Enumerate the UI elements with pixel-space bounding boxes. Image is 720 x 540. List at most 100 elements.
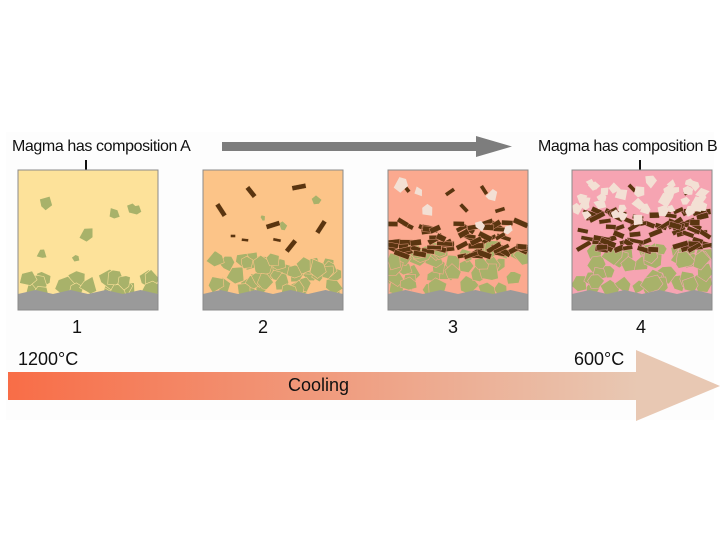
pyroxene-crystal: [393, 249, 411, 261]
pyroxene-crystal: [291, 182, 307, 192]
pyroxene-crystal: [612, 223, 626, 233]
pyroxene-crystal: [272, 237, 282, 243]
feldspar-crystal: [680, 196, 691, 205]
stage-number-1: 1: [72, 317, 83, 337]
pyroxene-crystal: [245, 185, 257, 199]
olivine-crystal: [260, 215, 265, 221]
feldspar-crystal: [663, 185, 676, 199]
pyroxene-crystal: [409, 238, 422, 247]
feldspar-crystal: [614, 189, 628, 201]
olivine-crystal: [36, 249, 47, 258]
pyroxene-crystal: [265, 220, 281, 230]
pyroxene-crystal: [671, 240, 689, 251]
olivine-crystal: [309, 258, 327, 279]
feldspar-crystal: [645, 175, 657, 189]
olivine-crystal: [444, 263, 462, 280]
pyroxene-crystal: [627, 183, 637, 193]
olivine-crystal: [474, 257, 489, 270]
feldspar-crystal: [587, 181, 598, 191]
pyroxene-crystal: [412, 250, 427, 258]
olivine-crystal: [682, 276, 699, 293]
temperature-end: 600°C: [574, 349, 625, 369]
stage-number-3: 3: [448, 317, 459, 337]
panel-border: [571, 169, 713, 311]
pyroxene-crystal: [686, 225, 701, 235]
feldspar-crystal: [696, 201, 708, 211]
pyroxene-crystal: [605, 223, 617, 230]
pyroxene-crystal: [576, 227, 589, 235]
pyroxene-crystal: [668, 221, 683, 231]
feldspar-crystal: [666, 179, 676, 189]
feldspar-crystal: [572, 202, 583, 215]
pyroxene-crystal: [314, 219, 328, 235]
feldspar-crystal: [503, 225, 513, 235]
pyroxene-crystal: [672, 206, 685, 215]
feldspar-crystal: [393, 177, 409, 193]
pyroxene-crystal: [681, 229, 695, 239]
olivine-crystal: [325, 279, 343, 295]
pyroxene-crystal: [647, 246, 659, 253]
olivine-crystal: [117, 275, 131, 291]
feldspar-crystal: [690, 180, 700, 192]
feldspar-crystal: [581, 211, 592, 220]
chamber-floor: [572, 290, 712, 310]
olivine-crystal: [399, 276, 418, 291]
panel-contents: [203, 170, 343, 310]
pyroxene-crystal: [455, 240, 469, 251]
pyroxene-crystal: [444, 187, 456, 197]
chamber-floor: [388, 290, 528, 310]
pyroxene-crystal: [580, 235, 594, 242]
pyroxene-crystal: [477, 230, 493, 243]
panel-contents: [572, 170, 712, 310]
magma-panel-3: [387, 169, 529, 311]
pyroxene-crystal: [501, 219, 514, 226]
pyroxene-crystal: [388, 221, 399, 227]
feldspar-crystal: [475, 220, 485, 232]
feldspar-crystal: [611, 209, 622, 219]
feldspar-crystal: [696, 192, 707, 204]
pyroxene-crystal: [686, 241, 703, 254]
pyroxene-crystal: [701, 242, 712, 249]
panel-border: [202, 169, 344, 311]
chamber-floor: [203, 290, 343, 310]
cooling-arrow: [8, 350, 720, 421]
olivine-crystal: [692, 250, 711, 271]
feldspar-crystal: [485, 189, 498, 202]
feldspar-crystal: [618, 204, 627, 213]
olivine-crystal: [505, 271, 522, 285]
pyroxene-crystal: [458, 202, 470, 214]
olivine-crystal: [39, 196, 53, 211]
pyroxene-crystal: [612, 229, 626, 240]
pyroxene-crystal: [435, 232, 447, 243]
feldspar-crystal: [593, 199, 607, 210]
olivine-crystal: [265, 252, 280, 267]
olivine-crystal: [311, 195, 322, 205]
magma-panel-1: [17, 169, 159, 311]
feldspar-crystal: [414, 186, 422, 197]
pyroxene-crystal: [426, 244, 442, 251]
pyroxene-crystal: [457, 228, 470, 239]
pyroxene-crystal: [452, 221, 465, 227]
olivine-crystal: [79, 276, 98, 295]
feldspar-crystal: [617, 210, 628, 221]
caption-composition-a: Magma has composition A: [12, 138, 191, 155]
panel-contents: [388, 170, 528, 310]
olivine-crystal: [256, 272, 274, 290]
panel-contents: [18, 170, 158, 310]
panel-border: [387, 169, 529, 311]
feldspar-crystal: [585, 178, 594, 186]
feldspar-crystal: [633, 214, 643, 226]
pyroxene-crystal: [599, 236, 617, 249]
pyroxene-crystal: [388, 241, 399, 249]
pyroxene-crystal: [512, 217, 528, 229]
pyroxene-crystal: [436, 240, 453, 247]
olivine-crystal: [241, 255, 254, 269]
pyroxene-crystal: [284, 238, 298, 254]
olivine-crystal: [79, 228, 93, 242]
panel-border: [17, 169, 159, 311]
olivine-crystal: [614, 275, 632, 294]
pyroxene-crystal: [516, 243, 528, 251]
olivine-crystal: [71, 255, 80, 262]
pyroxene-crystal: [469, 235, 483, 247]
pyroxene-crystal: [588, 210, 606, 224]
